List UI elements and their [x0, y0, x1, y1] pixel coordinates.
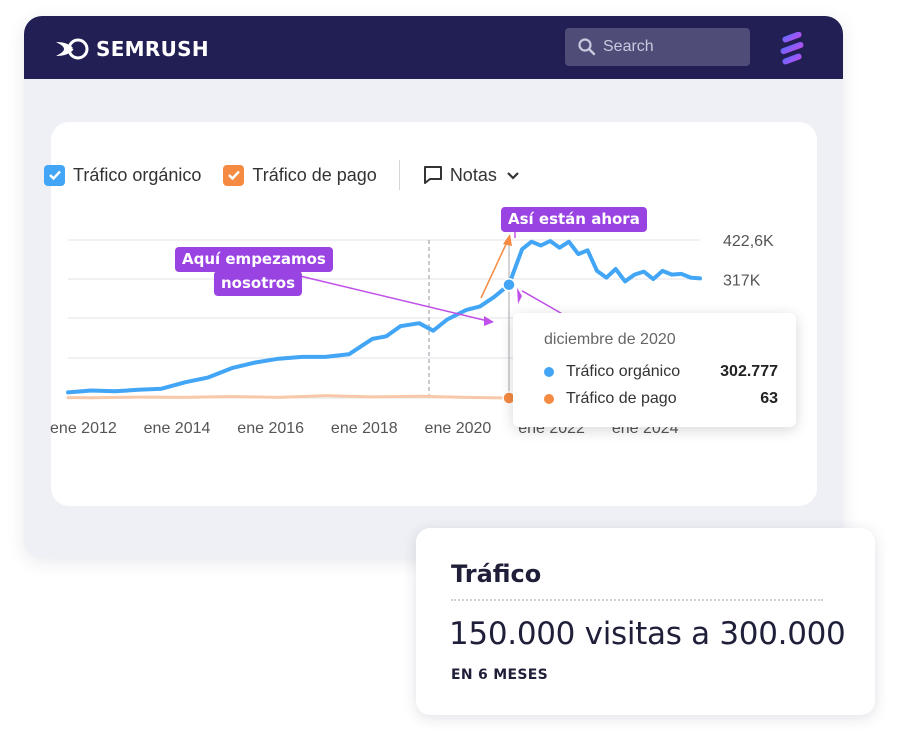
arrow-head: [516, 287, 522, 304]
callout-now: Así están ahora: [501, 207, 647, 232]
paid-traffic-line: [66, 394, 511, 400]
top-bar: SEMRUSH Search: [24, 16, 843, 79]
notes-dropdown[interactable]: Notas: [422, 164, 521, 186]
tooltip-organic-value: 302.777: [720, 363, 778, 380]
search-placeholder: Search: [603, 38, 654, 55]
metric-title: Tráfico: [451, 560, 542, 588]
callout-start-2: nosotros: [214, 271, 303, 296]
legend-paid-label: Tráfico de pago: [252, 164, 377, 185]
chart-tooltip: diciembre de 2020 Tráfico orgánico 302.7…: [513, 313, 796, 427]
metric-value: 150.000 visitas a 300.000: [449, 616, 846, 652]
legend-organic[interactable]: Tráfico orgánico: [44, 164, 202, 186]
arrow-head: [484, 316, 494, 326]
legend-divider: [398, 160, 400, 190]
x-tick-label: ene 2012: [50, 420, 117, 437]
callout-start-line2: nosotros: [221, 274, 296, 292]
traffic-metric-card: Tráfico 150.000 visitas a 300.000 EN 6 M…: [416, 528, 875, 715]
organic-traffic-line: [66, 239, 702, 395]
x-tick-label: ene 2018: [331, 420, 398, 437]
callout-start-line1: Aquí empezamos: [182, 250, 326, 268]
tooltip-date: diciembre de 2020: [544, 331, 676, 348]
search-input[interactable]: Search: [565, 28, 750, 66]
paid-dot-icon: [544, 394, 554, 404]
legend-paid[interactable]: Tráfico de pago: [223, 164, 377, 186]
organic-dot-icon: [544, 367, 554, 377]
organic-hover-point: [502, 278, 516, 292]
checkbox-checked-icon[interactable]: [223, 164, 245, 186]
metric-subtitle: EN 6 MESES: [451, 667, 548, 683]
notes-label: Notas: [449, 164, 497, 185]
tooltip-paid-value: 63: [760, 390, 778, 407]
comment-icon: [423, 166, 442, 184]
tooltip-paid-row: Tráfico de pago 63: [544, 390, 778, 408]
y-tick-label: 422,6K: [723, 233, 774, 250]
arrow-to-start: [299, 275, 493, 323]
app-switcher-icon[interactable]: [776, 32, 808, 66]
chevron-down-icon: [507, 172, 519, 180]
tooltip-organic-row: Tráfico orgánico 302.777: [544, 363, 778, 381]
semrush-logo-icon: [56, 38, 89, 60]
metric-divider: [451, 599, 823, 601]
search-icon: [578, 38, 596, 56]
brand-name: SEMRUSH: [96, 37, 209, 61]
arrow-to-point: [521, 290, 567, 317]
growth-arrow-head: [503, 234, 512, 246]
x-tick-label: ene 2016: [237, 420, 304, 437]
x-tick-label: ene 2020: [425, 420, 492, 437]
tooltip-paid-label: Tráfico de pago: [566, 390, 677, 407]
brand-logo[interactable]: SEMRUSH: [54, 37, 209, 61]
x-tick-label: ene 2014: [144, 420, 211, 437]
y-tick-label: 317K: [723, 272, 761, 289]
growth-arrow: [480, 239, 509, 299]
callout-start: Aquí empezamos: [175, 247, 333, 272]
chart-legend: Tráfico orgánico Tráfico de pago Notas: [44, 160, 521, 190]
tooltip-organic-label: Tráfico orgánico: [566, 363, 681, 380]
checkbox-checked-icon[interactable]: [44, 164, 65, 186]
legend-organic-label: Tráfico orgánico: [73, 164, 202, 185]
